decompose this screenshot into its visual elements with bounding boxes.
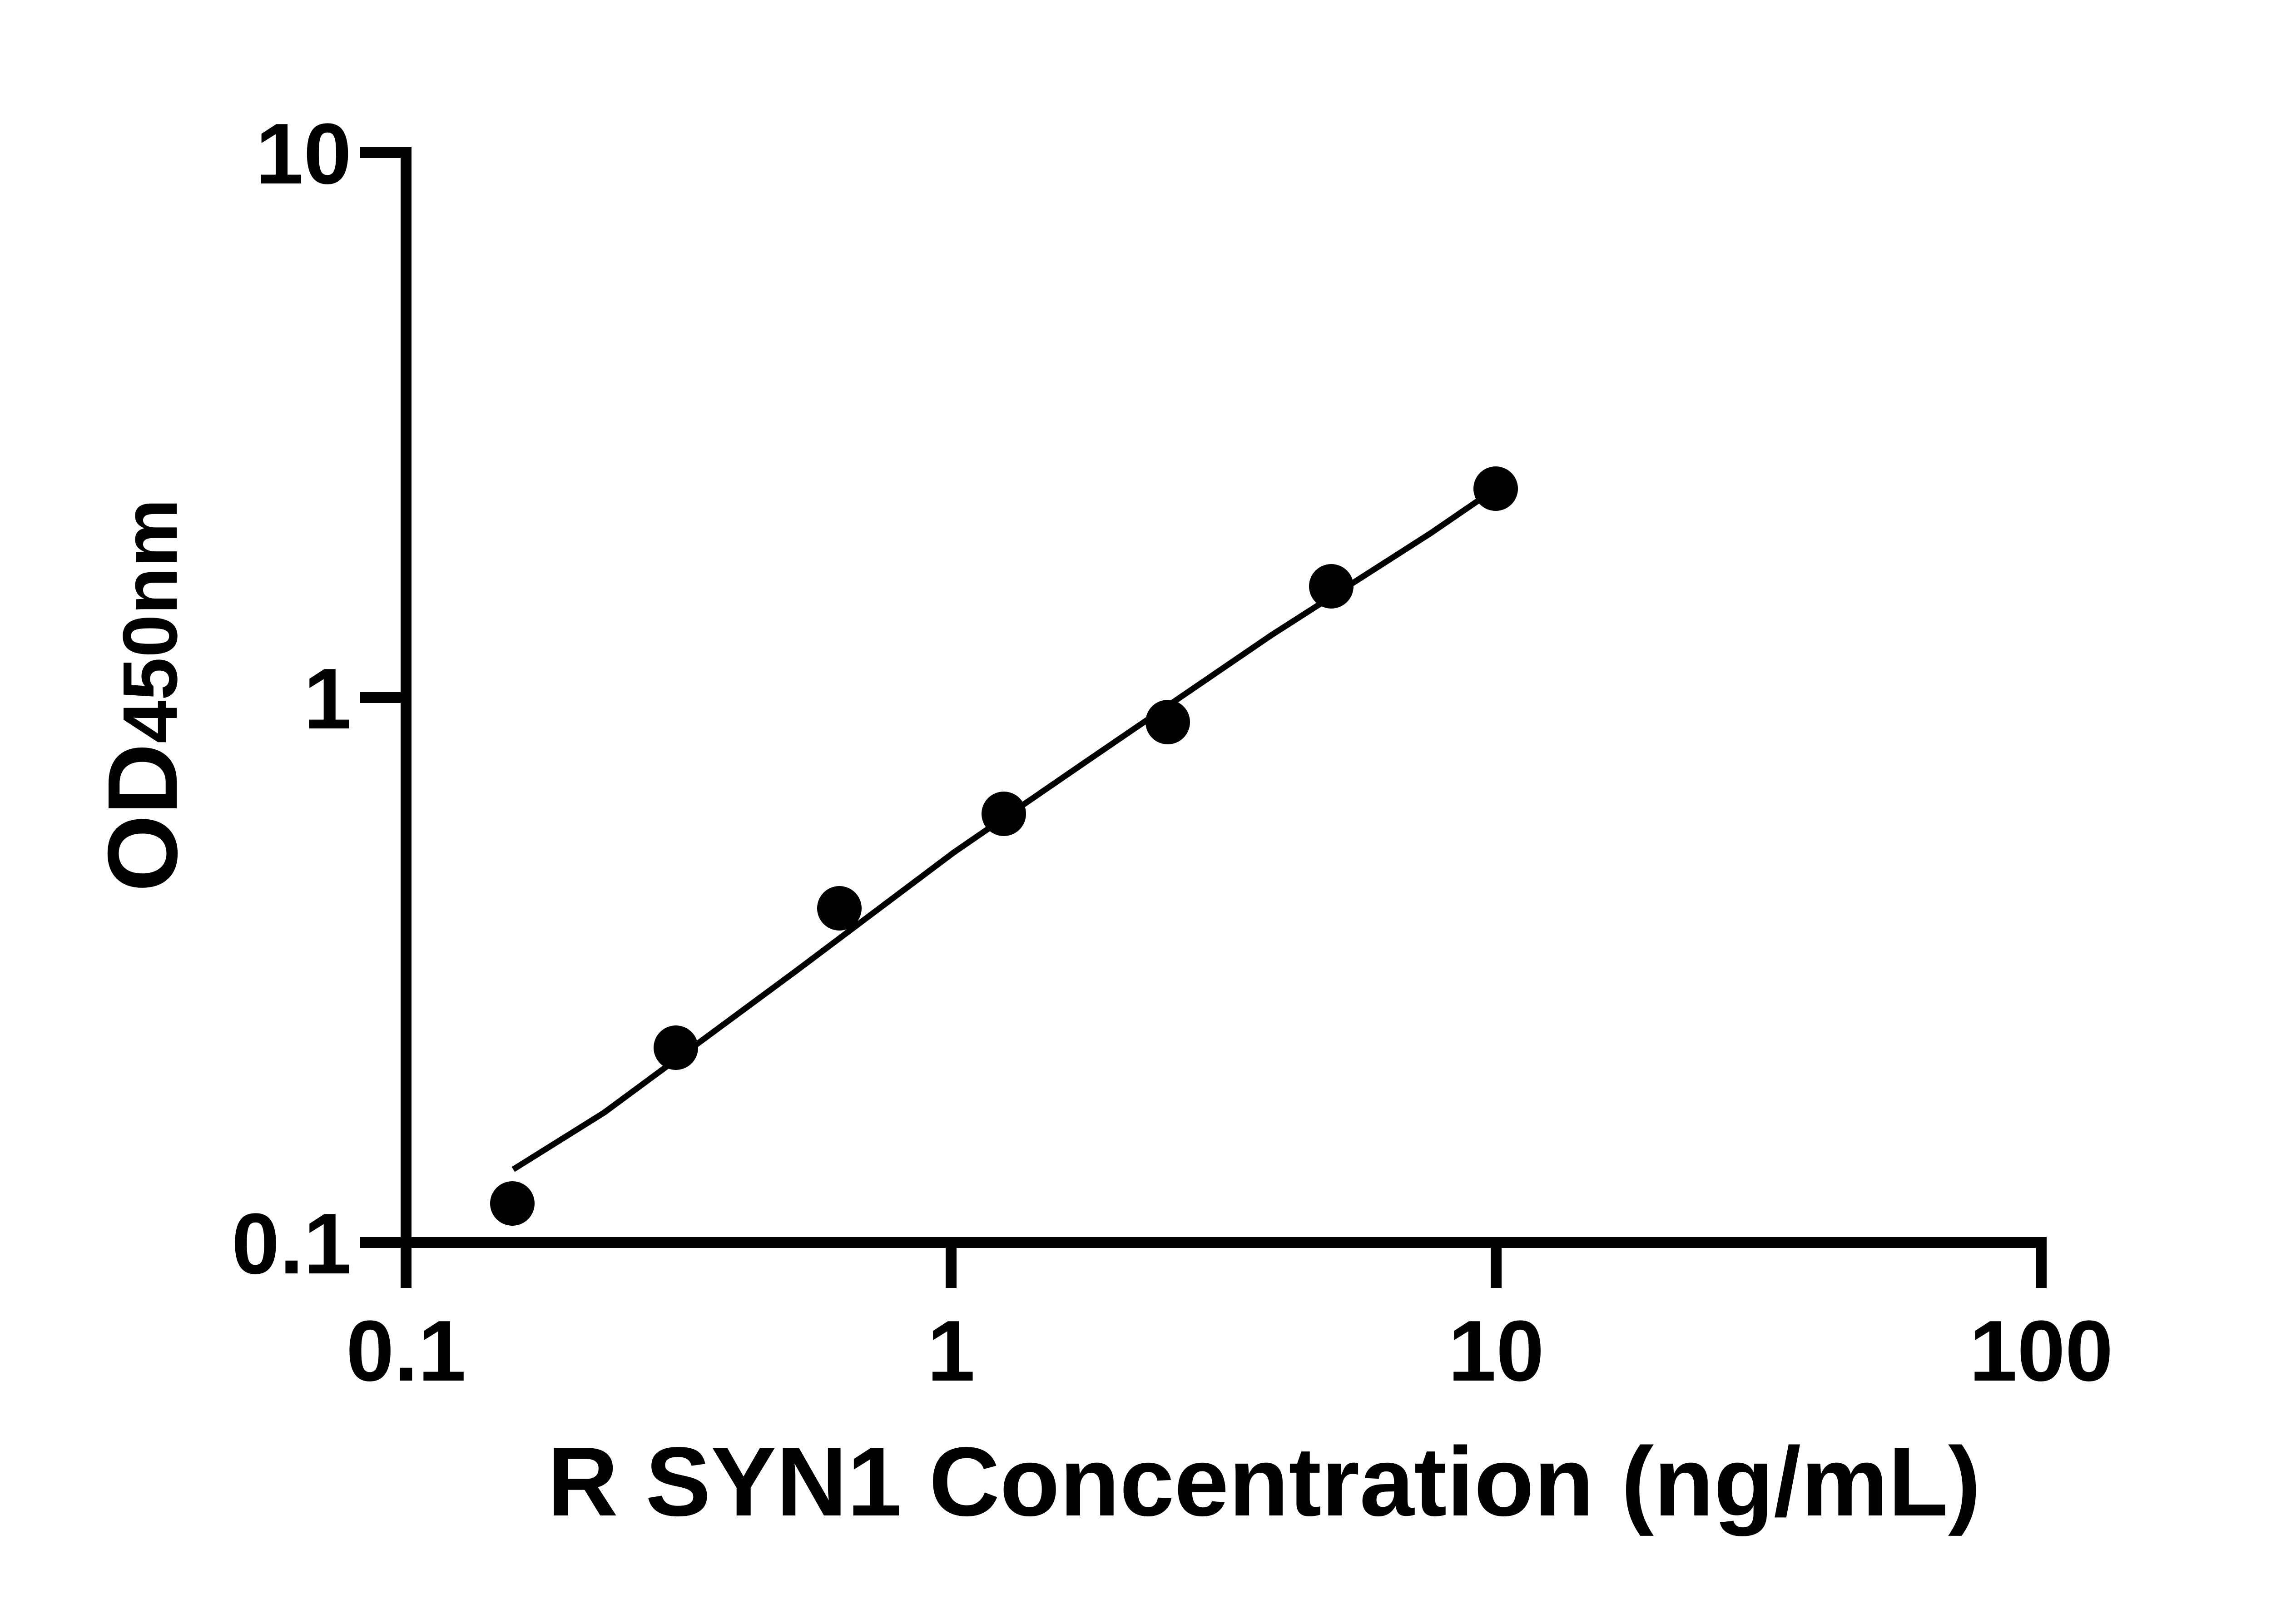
svg-text:1: 1 [927, 1303, 975, 1399]
svg-text:10: 10 [1448, 1303, 1544, 1399]
svg-text:10: 10 [256, 106, 352, 202]
svg-text:100: 100 [1969, 1303, 2113, 1399]
svg-text:R SYN1 Concentration (ng/mL): R SYN1 Concentration (ng/mL) [547, 1426, 1981, 1536]
svg-text:0.1: 0.1 [232, 1196, 352, 1292]
svg-text:1: 1 [303, 651, 352, 747]
svg-text:0.1: 0.1 [346, 1303, 466, 1399]
svg-text:OD450nm: OD450nm [88, 499, 198, 892]
